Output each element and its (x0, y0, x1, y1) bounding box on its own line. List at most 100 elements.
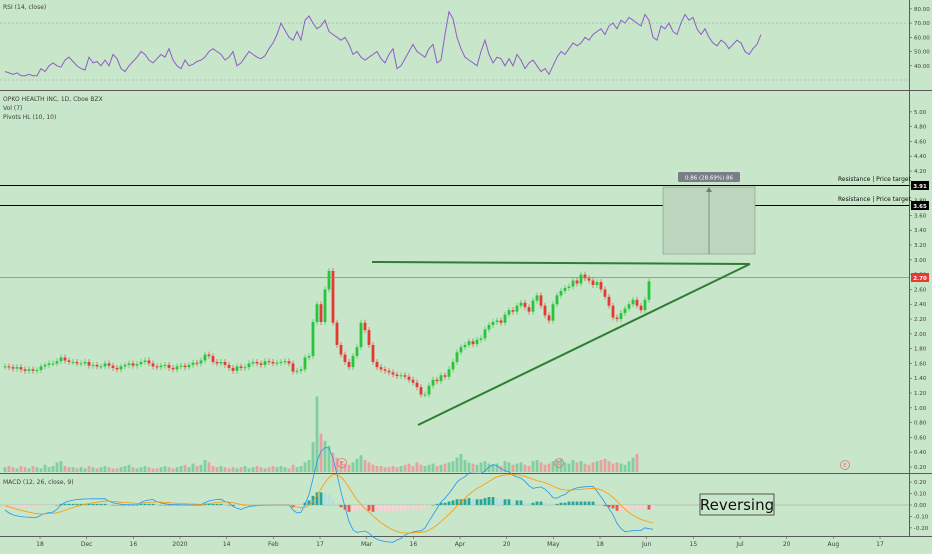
candle-body (192, 363, 195, 365)
x-axis-label: May (547, 541, 560, 548)
price-axis-tick: 0.20 (914, 465, 927, 471)
candle-body (60, 358, 63, 362)
macd-histogram-bar (472, 499, 475, 505)
candle-body (616, 318, 619, 319)
candle-body (56, 361, 59, 363)
volume-bar (520, 462, 523, 472)
price-axis-tick: 2.40 (914, 302, 927, 308)
volume-bar (448, 462, 451, 472)
x-axis-label: Aug (827, 541, 839, 548)
candle-body (196, 363, 199, 364)
candle-body (228, 365, 231, 368)
macd-axis-tick: -0.20 (914, 526, 929, 532)
candle-body (496, 321, 499, 322)
volume-bar (248, 468, 251, 472)
candle-body (232, 368, 235, 371)
candle-body (248, 363, 251, 367)
volume-bar (428, 465, 431, 472)
macd-histogram-bar (48, 505, 51, 506)
volume-bar (632, 458, 635, 472)
macd-histogram-bar (452, 500, 455, 505)
macd-histogram-bar (528, 503, 531, 505)
candle-body (24, 369, 27, 370)
volume-bar (184, 465, 187, 472)
candle-body (256, 362, 259, 363)
volume-bar (232, 467, 235, 472)
volume-bar (96, 468, 99, 472)
macd-histogram-bar (348, 505, 351, 512)
volume-bar (352, 462, 355, 472)
candle-body (604, 289, 607, 296)
x-axis-label: Dec (81, 541, 93, 548)
candle-body (252, 362, 255, 363)
candle-body (212, 356, 215, 362)
candle-body (640, 306, 643, 310)
resistance-2-price-text: 3.65 (913, 204, 927, 210)
price-axis-tick: 2.60 (914, 287, 927, 293)
candle-body (40, 366, 43, 370)
macd-histogram-bar (392, 505, 395, 512)
x-axis-label: 18 (596, 541, 604, 548)
candle-body (376, 362, 379, 367)
volume-bar (604, 459, 607, 472)
candle-body (460, 347, 463, 352)
x-axis-label: 2020 (172, 541, 187, 548)
volume-bar (548, 464, 551, 472)
macd-histogram-bar (468, 498, 471, 505)
volume-bar (600, 460, 603, 472)
macd-histogram-bar (68, 504, 71, 505)
volume-bar (252, 467, 255, 472)
volume-bar (116, 468, 119, 472)
candle-body (476, 340, 479, 344)
candle-body (392, 372, 395, 374)
candle-body (404, 375, 407, 376)
volume-bar (100, 467, 103, 472)
x-axis-label: 17 (316, 541, 324, 548)
volume-bar (296, 467, 299, 472)
volume-bar (48, 467, 51, 472)
candle-body (208, 355, 211, 356)
candle-body (400, 375, 403, 376)
macd-histogram-bar (580, 502, 583, 505)
volume-bar (408, 464, 411, 472)
candle-body (68, 360, 71, 361)
macd-histogram-bar (648, 505, 651, 510)
candle-body (532, 301, 535, 312)
macd-axis-tick: 0.10 (914, 492, 927, 498)
price-axis-tick: 0.60 (914, 435, 927, 441)
volume-bar (368, 462, 371, 472)
volume-bar (608, 461, 611, 472)
price-axis-tick: 4.60 (914, 139, 927, 145)
price-axis-tick: 5.00 (914, 110, 927, 116)
candle-body (632, 300, 635, 304)
macd-axis-tick: 0.00 (914, 503, 927, 509)
macd-histogram-bar (632, 505, 635, 510)
candle-body (356, 347, 359, 356)
volume-bar (268, 467, 271, 472)
macd-histogram-bar (140, 504, 143, 505)
earnings-marker-3-text: E (843, 463, 847, 469)
volume-bar (64, 466, 67, 472)
volume-bar (508, 462, 511, 472)
volume-bar (36, 467, 39, 472)
macd-histogram-bar (352, 505, 355, 512)
candle-body (296, 371, 299, 372)
candle-body (648, 281, 651, 300)
volume-bar (544, 465, 547, 472)
candle-body (348, 362, 351, 367)
volume-bar (348, 465, 351, 472)
volume-bar (220, 466, 223, 472)
volume-bar (612, 464, 615, 472)
volume-bar (132, 467, 135, 472)
x-axis-label: Mar (361, 541, 373, 548)
candle-body (380, 367, 383, 369)
candle-body (240, 366, 243, 367)
volume-bar (172, 468, 175, 472)
candle-body (260, 363, 263, 364)
volume-bar (460, 454, 463, 472)
candle-body (80, 363, 83, 364)
volume-bar (72, 467, 75, 472)
candle-body (324, 289, 327, 322)
volume-bar (424, 466, 427, 472)
